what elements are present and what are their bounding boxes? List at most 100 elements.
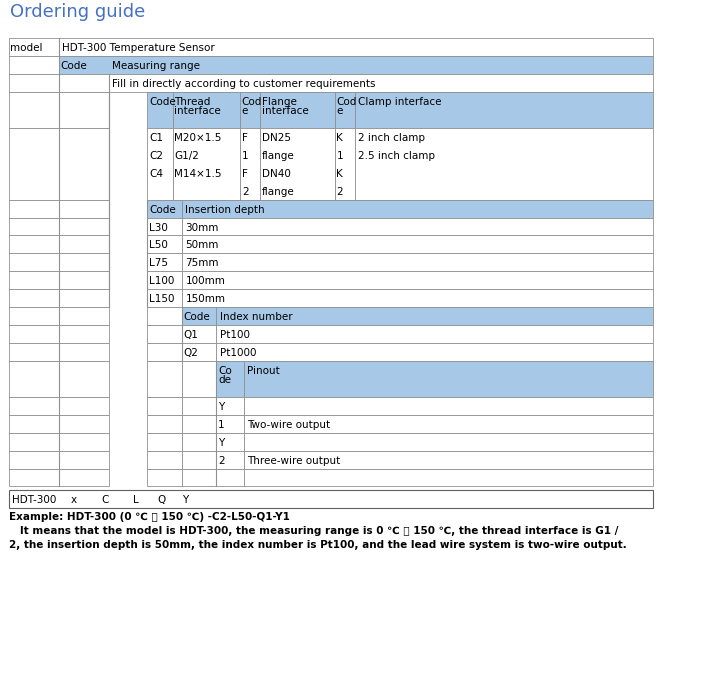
Text: C2: C2 bbox=[149, 151, 163, 161]
Bar bbox=[59, 450, 109, 468]
Bar bbox=[9, 200, 59, 217]
Bar bbox=[182, 325, 216, 343]
Bar bbox=[147, 343, 182, 361]
Text: 50mm: 50mm bbox=[186, 240, 219, 251]
Text: 75mm: 75mm bbox=[186, 258, 219, 269]
Text: K: K bbox=[336, 133, 343, 143]
Bar bbox=[244, 432, 653, 450]
Bar bbox=[147, 271, 182, 289]
Bar bbox=[9, 92, 59, 128]
Text: L150: L150 bbox=[149, 294, 175, 304]
Bar bbox=[9, 128, 59, 200]
Bar bbox=[9, 468, 59, 486]
Text: Two-wire output: Two-wire output bbox=[247, 420, 331, 430]
Bar bbox=[9, 397, 59, 415]
Bar bbox=[9, 491, 653, 508]
Bar bbox=[216, 307, 653, 325]
Bar bbox=[216, 343, 653, 361]
Bar bbox=[240, 128, 260, 200]
Text: It means that the model is HDT-300, the measuring range is 0 ℃ ～ 150 ℃, the thre: It means that the model is HDT-300, the … bbox=[9, 526, 618, 536]
Text: Pinout: Pinout bbox=[247, 366, 280, 376]
Bar bbox=[182, 217, 653, 235]
Text: F: F bbox=[241, 169, 248, 179]
Text: Measuring range: Measuring range bbox=[112, 61, 201, 71]
Bar bbox=[147, 200, 182, 217]
Bar bbox=[9, 361, 59, 397]
Text: Cod: Cod bbox=[241, 97, 262, 107]
Text: 150mm: 150mm bbox=[186, 294, 225, 304]
Text: 100mm: 100mm bbox=[186, 276, 225, 287]
Text: L75: L75 bbox=[149, 258, 168, 269]
Text: DN25: DN25 bbox=[262, 133, 291, 143]
Text: flange: flange bbox=[262, 151, 294, 161]
Bar bbox=[109, 74, 653, 92]
Text: F: F bbox=[241, 133, 248, 143]
Bar bbox=[182, 397, 216, 415]
Bar bbox=[260, 92, 335, 128]
Text: C4: C4 bbox=[149, 169, 163, 179]
Text: L100: L100 bbox=[149, 276, 174, 287]
Bar bbox=[182, 200, 653, 217]
Bar bbox=[182, 289, 653, 307]
Bar bbox=[147, 289, 182, 307]
Bar bbox=[59, 74, 109, 92]
Bar bbox=[9, 38, 59, 56]
Bar bbox=[59, 235, 109, 253]
Bar bbox=[355, 128, 653, 200]
Bar bbox=[9, 415, 59, 432]
Text: M20×1.5: M20×1.5 bbox=[175, 133, 222, 143]
Bar bbox=[244, 397, 653, 415]
Bar bbox=[9, 450, 59, 468]
Bar bbox=[59, 92, 109, 128]
Bar bbox=[335, 92, 355, 128]
Bar bbox=[147, 361, 182, 397]
Bar bbox=[59, 217, 109, 235]
Text: Q1: Q1 bbox=[183, 330, 199, 340]
Bar bbox=[59, 128, 109, 200]
Text: Thread: Thread bbox=[175, 97, 211, 107]
Bar bbox=[147, 468, 182, 486]
Bar bbox=[59, 271, 109, 289]
Bar bbox=[182, 361, 216, 397]
Text: Co: Co bbox=[218, 366, 232, 376]
Bar bbox=[216, 325, 653, 343]
Text: interface: interface bbox=[175, 106, 221, 116]
Text: Q: Q bbox=[157, 496, 165, 505]
Text: L30: L30 bbox=[149, 223, 167, 232]
Text: 30mm: 30mm bbox=[186, 223, 219, 232]
Bar bbox=[147, 450, 182, 468]
Bar bbox=[244, 361, 653, 397]
Bar bbox=[9, 271, 59, 289]
Text: 2: 2 bbox=[241, 187, 249, 196]
Bar bbox=[59, 343, 109, 361]
Text: Example: HDT-300 (0 ℃ ～ 150 ℃) -C2-L50-Q1-Y1: Example: HDT-300 (0 ℃ ～ 150 ℃) -C2-L50-Q… bbox=[9, 512, 289, 523]
Bar bbox=[216, 397, 244, 415]
Bar bbox=[59, 307, 109, 325]
Bar bbox=[182, 253, 653, 271]
Text: Insertion depth: Insertion depth bbox=[186, 205, 265, 214]
Text: Fill in directly according to customer requirements: Fill in directly according to customer r… bbox=[112, 79, 376, 89]
Text: x: x bbox=[70, 496, 77, 505]
Bar bbox=[147, 235, 182, 253]
Bar bbox=[244, 468, 653, 486]
Bar bbox=[59, 415, 109, 432]
Bar bbox=[9, 56, 59, 74]
Text: Y: Y bbox=[182, 496, 188, 505]
Bar bbox=[59, 200, 109, 217]
Bar bbox=[9, 253, 59, 271]
Bar bbox=[59, 253, 109, 271]
Text: DN40: DN40 bbox=[262, 169, 291, 179]
Bar bbox=[182, 307, 216, 325]
Text: 1: 1 bbox=[336, 151, 343, 161]
Bar bbox=[59, 361, 109, 397]
Bar bbox=[216, 432, 244, 450]
Text: HDT-300 Temperature Sensor: HDT-300 Temperature Sensor bbox=[62, 43, 215, 53]
Text: Y: Y bbox=[218, 402, 224, 412]
Bar bbox=[244, 415, 653, 432]
Text: Code: Code bbox=[149, 205, 175, 214]
Bar bbox=[59, 325, 109, 343]
Bar bbox=[147, 325, 182, 343]
Bar bbox=[147, 397, 182, 415]
Bar bbox=[59, 56, 653, 74]
Text: Three-wire output: Three-wire output bbox=[247, 455, 341, 466]
